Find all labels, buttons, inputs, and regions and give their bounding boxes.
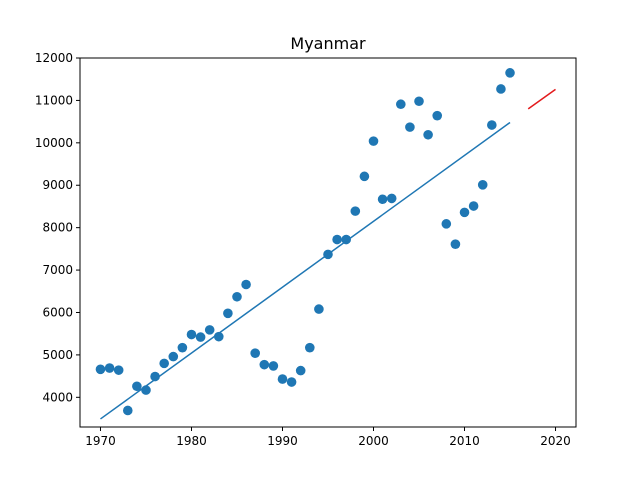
plot-area: 1970 1980 1990 2000 2010 2020 4000 5000 6000 7000… <box>35 51 571 448</box>
data-point <box>168 351 179 362</box>
data-point <box>95 364 106 375</box>
data-point <box>314 304 324 314</box>
data-point <box>113 365 124 375</box>
y-tick-label: 10000 <box>35 136 73 150</box>
data-point <box>414 96 424 107</box>
data-point <box>277 374 288 384</box>
data-point <box>496 84 506 94</box>
data-point <box>396 99 406 110</box>
data-point <box>223 308 233 319</box>
x-tick-label: 2020 <box>540 434 571 448</box>
chart-title: Myanmar <box>290 34 366 53</box>
y-tick-label: 12000 <box>35 51 73 65</box>
y-tick-label: 7000 <box>42 263 73 277</box>
data-point <box>286 377 297 387</box>
data-point <box>477 180 488 190</box>
data-point <box>259 359 270 370</box>
data-point <box>468 201 479 211</box>
data-point <box>204 325 215 335</box>
x-tick-label: 2010 <box>449 434 480 448</box>
data-point <box>377 194 388 205</box>
y-tick-label: 9000 <box>42 178 73 192</box>
data-point <box>159 358 169 369</box>
y-tick-label: 6000 <box>42 305 73 319</box>
data-point <box>232 291 242 302</box>
data-point <box>432 110 443 121</box>
y-tick-label: 5000 <box>42 348 73 362</box>
data-point <box>241 279 251 290</box>
data-point <box>487 120 497 130</box>
data-point <box>122 405 133 416</box>
y-tick-label: 8000 <box>42 221 73 235</box>
y-tick-label: 4000 <box>42 390 73 404</box>
data-point <box>195 332 206 342</box>
data-point <box>268 361 279 371</box>
data-point <box>441 219 452 229</box>
data-point <box>386 193 397 204</box>
data-point <box>359 171 370 182</box>
x-tick-label: 1990 <box>267 434 298 448</box>
data-point <box>332 234 342 245</box>
data-point <box>186 329 197 340</box>
x-tick-label: 1970 <box>85 434 116 448</box>
data-point <box>505 68 515 78</box>
x-tick-label: 2000 <box>358 434 389 448</box>
data-point <box>177 342 188 353</box>
data-point <box>405 122 415 132</box>
data-point <box>304 342 315 353</box>
data-point <box>450 239 461 249</box>
trend-line <box>527 88 556 110</box>
data-point <box>368 136 379 146</box>
data-point <box>423 129 433 140</box>
x-tick-label: 1980 <box>176 434 207 448</box>
axes-frame <box>79 57 577 428</box>
y-tick-label: 11000 <box>35 93 73 107</box>
data-point <box>295 365 306 376</box>
data-point <box>459 207 470 218</box>
data-point <box>150 371 160 382</box>
data-point <box>132 381 142 392</box>
trend-line <box>100 121 511 420</box>
data-point <box>104 363 115 373</box>
data-point <box>350 206 361 216</box>
data-point <box>250 348 260 359</box>
